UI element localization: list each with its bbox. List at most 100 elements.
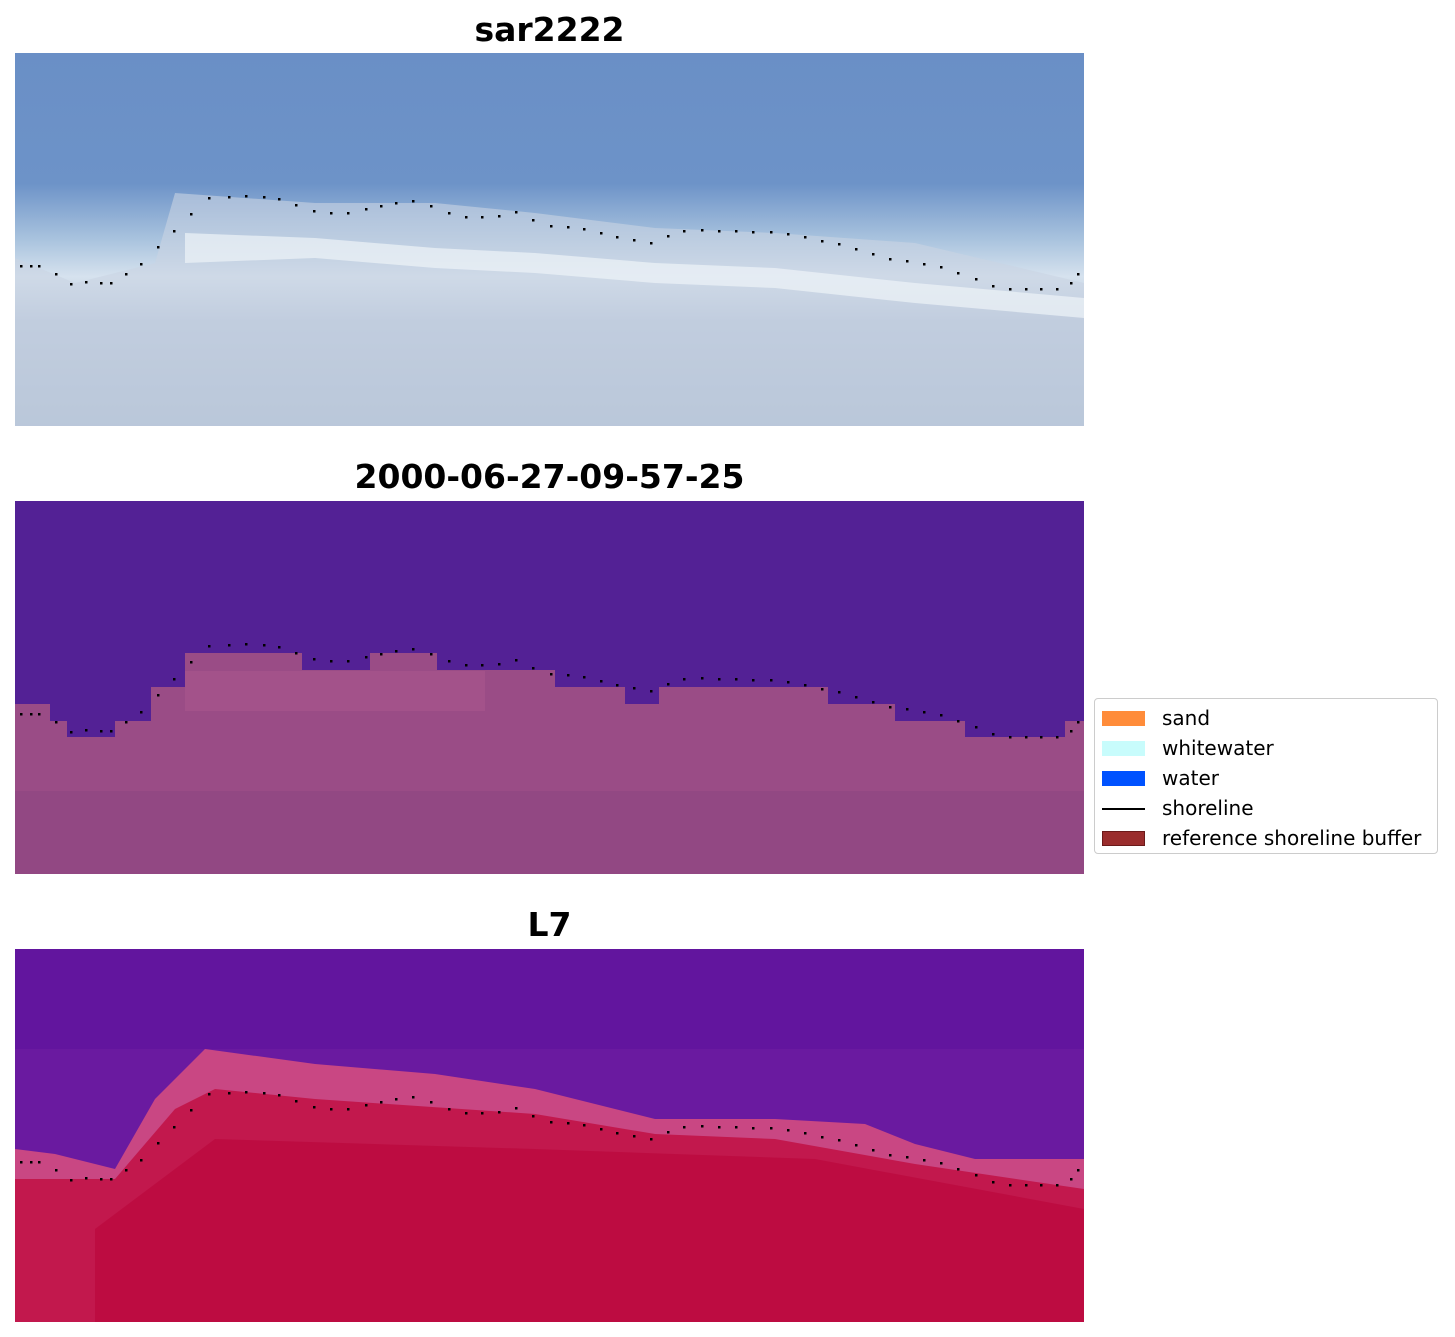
shoreline-point — [263, 1092, 266, 1095]
shoreline-point — [821, 1136, 824, 1139]
shoreline-point — [718, 1126, 721, 1129]
shoreline-point — [940, 266, 943, 269]
shoreline-point — [245, 195, 248, 198]
shoreline-point — [481, 1112, 484, 1115]
shoreline-points-1 — [20, 195, 1080, 291]
shoreline-point — [140, 1159, 143, 1162]
shoreline-point — [1070, 282, 1073, 285]
shoreline-point — [532, 667, 535, 670]
shoreline-point — [110, 730, 113, 733]
shoreline-point — [889, 1154, 892, 1157]
shoreline-point — [85, 729, 88, 732]
shoreline-point — [85, 281, 88, 284]
shoreline-point — [821, 688, 824, 691]
shoreline-point — [616, 1132, 619, 1135]
shoreline-point — [278, 198, 281, 201]
shoreline-point — [278, 646, 281, 649]
shoreline-point — [347, 1108, 350, 1111]
shoreline-point — [330, 660, 333, 663]
shoreline-line-swatch — [1102, 808, 1145, 810]
shoreline-point — [430, 205, 433, 208]
sand-swatch — [1102, 711, 1145, 726]
shoreline-point — [70, 283, 73, 286]
shoreline-point — [975, 726, 978, 729]
shoreline-point — [498, 663, 501, 666]
shoreline-point — [923, 1159, 926, 1162]
shoreline-point — [838, 243, 841, 246]
shoreline-point — [650, 1138, 653, 1141]
shoreline-point — [650, 242, 653, 245]
shoreline-point — [110, 282, 113, 285]
shoreline-point — [85, 1177, 88, 1180]
shoreline-point — [498, 215, 501, 218]
shoreline-point — [173, 1126, 176, 1129]
shoreline-point — [173, 230, 176, 233]
shoreline-point — [872, 1149, 875, 1152]
shoreline-point — [804, 1132, 807, 1135]
shoreline-point — [1056, 1184, 1059, 1187]
shoreline-point — [395, 202, 398, 205]
shoreline-point — [110, 1178, 113, 1181]
shoreline-point — [735, 678, 738, 681]
shoreline-point — [992, 1181, 995, 1184]
shoreline-point — [208, 1093, 211, 1096]
shoreline-point — [228, 644, 231, 647]
shoreline-point — [787, 681, 790, 684]
shoreline-point — [448, 660, 451, 663]
shoreline-point — [190, 1109, 193, 1112]
shoreline-point — [140, 263, 143, 266]
shoreline-point — [633, 687, 636, 690]
shoreline-point — [20, 713, 23, 716]
shoreline-point — [190, 213, 193, 216]
shoreline-point — [481, 664, 484, 667]
shoreline-point — [600, 1128, 603, 1131]
shoreline-point — [600, 232, 603, 235]
shoreline-point — [735, 1126, 738, 1129]
shoreline-point — [650, 690, 653, 693]
shoreline-point — [567, 1122, 570, 1125]
legend: sand whitewater water shoreline referenc… — [1094, 698, 1438, 854]
shoreline-point — [347, 212, 350, 215]
shoreline-point — [872, 701, 875, 704]
shoreline-point — [30, 265, 33, 268]
shoreline-point — [957, 720, 960, 723]
shoreline-point — [20, 1161, 23, 1164]
shoreline-point — [55, 1169, 58, 1172]
rgb-satellite-image — [15, 53, 1084, 426]
shoreline-point — [347, 660, 350, 663]
shoreline-point — [957, 1168, 960, 1171]
shoreline-point — [173, 678, 176, 681]
shoreline-points-3 — [20, 1091, 1080, 1187]
shoreline-point — [313, 1106, 316, 1109]
shoreline-point — [125, 721, 128, 724]
shoreline-point — [718, 230, 721, 233]
shoreline-point — [412, 648, 415, 651]
shoreline-point — [701, 229, 704, 232]
shoreline-point — [804, 684, 807, 687]
shoreline-point — [770, 679, 773, 682]
shoreline-point — [1056, 288, 1059, 291]
shoreline-point — [906, 708, 909, 711]
shoreline-point — [889, 258, 892, 261]
shoreline-point — [752, 679, 755, 682]
shoreline-point — [70, 1179, 73, 1182]
shoreline-point — [821, 240, 824, 243]
shoreline-point — [667, 1131, 670, 1134]
shoreline-point — [412, 1096, 415, 1099]
shoreline-point — [975, 1174, 978, 1177]
shoreline-point — [583, 228, 586, 231]
index-image — [15, 949, 1084, 1322]
panel-title-index: L7 — [527, 905, 572, 944]
shoreline-point — [380, 1101, 383, 1104]
shoreline-point — [263, 196, 266, 199]
legend-label: reference shoreline buffer — [1162, 826, 1422, 850]
shoreline-point — [140, 711, 143, 714]
shoreline-point — [430, 653, 433, 656]
shoreline-point — [804, 236, 807, 239]
whitewater-swatch — [1102, 741, 1145, 756]
shoreline-point — [1009, 288, 1012, 291]
shoreline-point — [532, 219, 535, 222]
shoreline-point — [550, 673, 553, 676]
shoreline-point — [633, 1135, 636, 1138]
shoreline-point — [855, 696, 858, 699]
